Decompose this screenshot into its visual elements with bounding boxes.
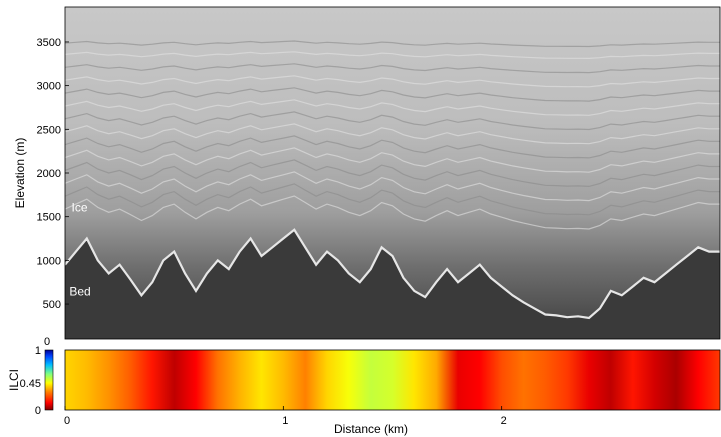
colorbar-tick-label: 0.45 (20, 378, 41, 390)
ice-layer (65, 123, 720, 145)
y-axis-ticks: 500 1000 1500 2000 2500 3000 3500 (37, 37, 69, 311)
y-tick-label: 3000 (37, 81, 61, 93)
internal-layers (65, 40, 720, 230)
ice-layer (65, 171, 720, 202)
ice-layer (65, 87, 720, 102)
y-tick-label: 500 (43, 299, 61, 311)
ice-layer (65, 147, 720, 173)
x-axis-ticks: 0 1 2 (64, 406, 507, 427)
bedrock-region (65, 229, 720, 339)
colorbar-scale (44, 349, 54, 411)
x-tick-label: 0 (64, 415, 70, 427)
ice-layer (65, 75, 720, 88)
y-tick-label: 3500 (37, 37, 61, 49)
ice-layer (65, 195, 720, 230)
x-tick-label: 1 (282, 415, 288, 427)
colorbar-tick-label: 0 (35, 405, 41, 417)
bed-label: Bed (69, 284, 90, 298)
ilci-panel: 0 1 2 Distance (km) (64, 349, 721, 436)
ice-layer (65, 63, 720, 74)
ilci-frame (64, 349, 721, 411)
colorbar-top-label: 0 (44, 336, 50, 348)
ice-layer (65, 99, 720, 116)
y-axis-label: Elevation (m) (13, 138, 27, 209)
ice-label: Ice (72, 200, 88, 214)
y-tick-label: 2500 (37, 124, 61, 136)
colorbar-label: ILCI (7, 369, 21, 391)
ilci-strip (65, 350, 720, 410)
bed-reflector (65, 228, 720, 320)
x-tick-label: 2 (501, 415, 507, 427)
x-axis-label: Distance (km) (334, 422, 408, 436)
ice-layer (65, 51, 720, 60)
radargram-panel: Ice Bed 500 1000 1500 2000 2500 3000 3500 Elev… (13, 6, 721, 340)
ice-layer (65, 183, 720, 216)
ice-layer (65, 40, 720, 48)
ice-layer (65, 135, 720, 159)
ice-layer (65, 111, 720, 131)
colorbar-tick-label: 1 (35, 345, 41, 357)
colorbar-ticks: 0 0.45 1 (20, 345, 41, 417)
ice-layer (65, 159, 720, 188)
y-tick-label: 1000 (37, 255, 61, 267)
y-tick-label: 2000 (37, 168, 61, 180)
colorbar: 0 0 0.45 1 ILCI (7, 336, 54, 417)
y-tick-label: 1500 (37, 212, 61, 224)
